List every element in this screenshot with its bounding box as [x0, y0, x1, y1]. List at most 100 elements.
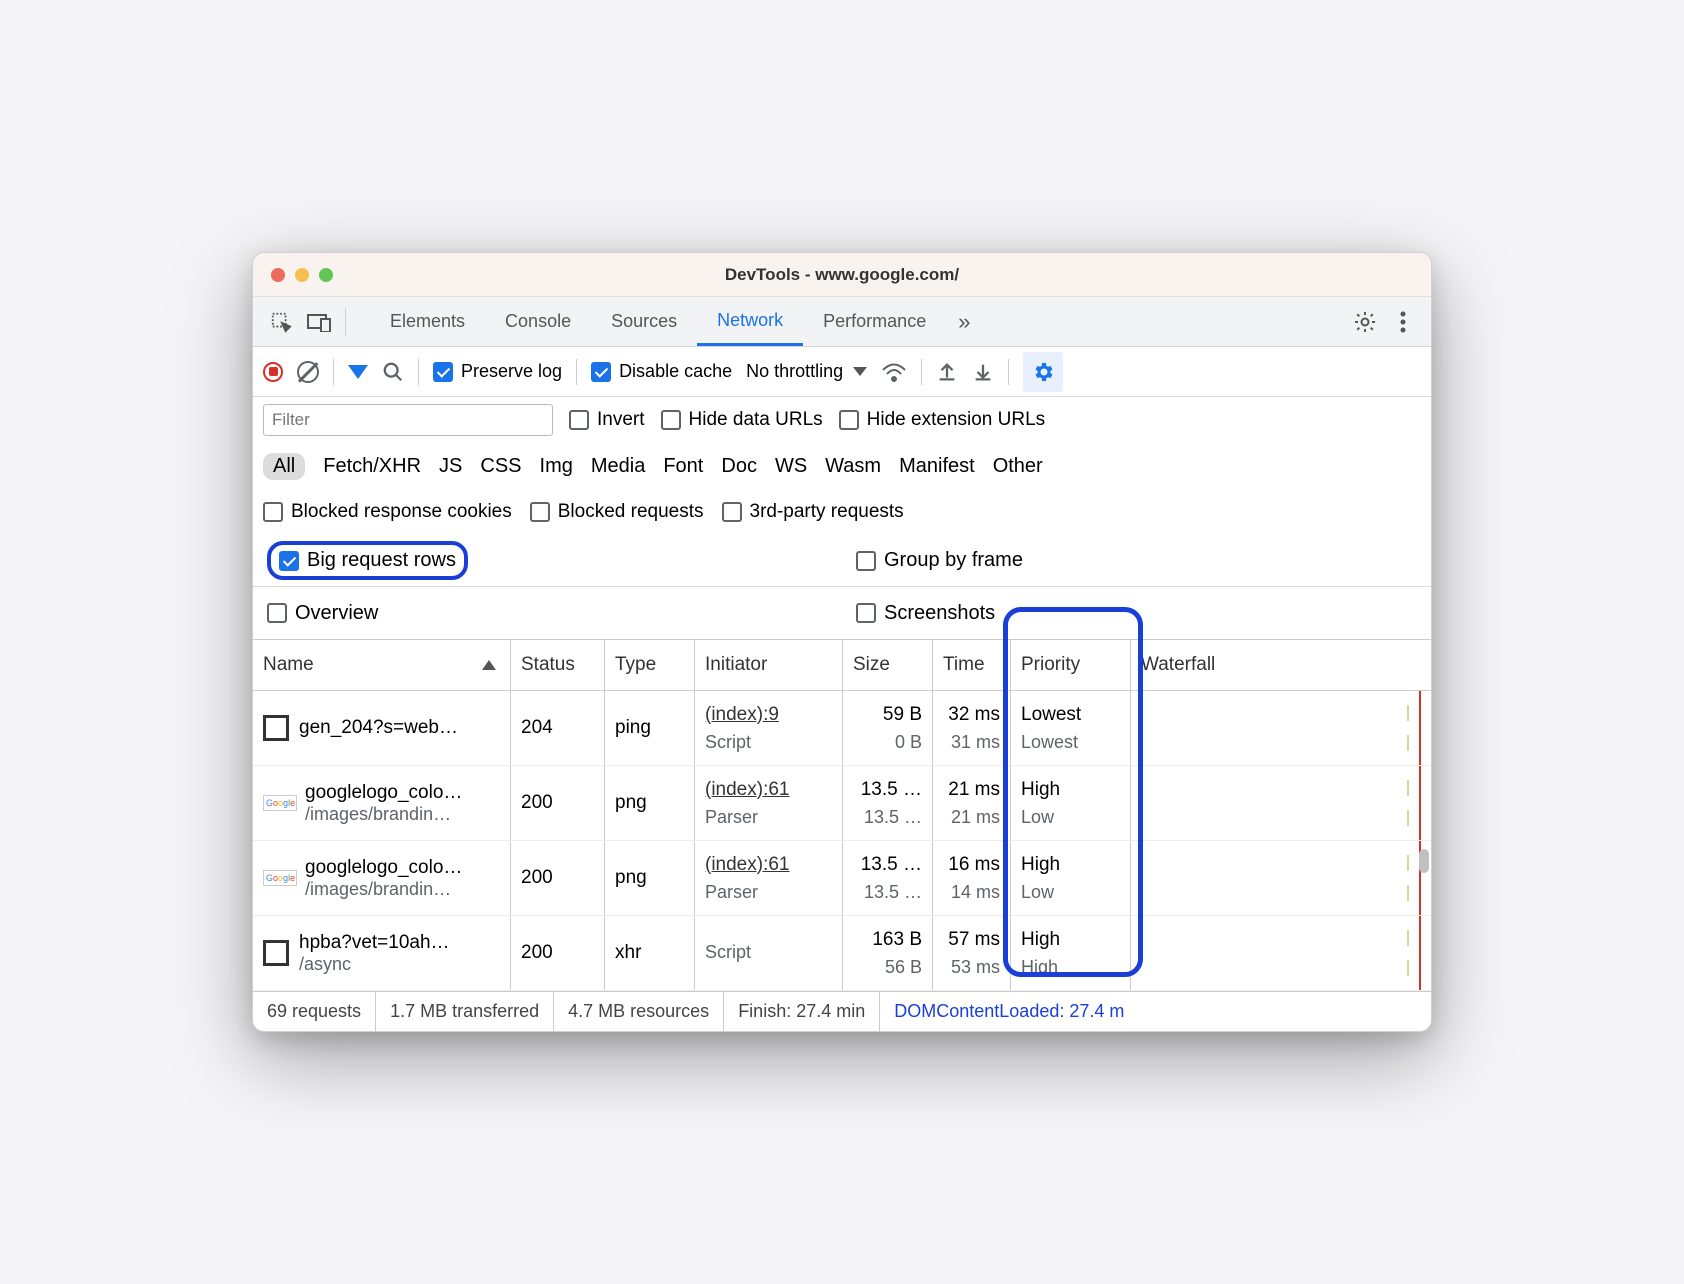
separator — [333, 359, 334, 385]
col-header-waterfall[interactable]: Waterfall — [1131, 640, 1431, 690]
preserve-log-checkbox[interactable]: Preserve log — [433, 361, 562, 382]
preserve-log-label: Preserve log — [461, 361, 562, 382]
google-favicon: Google — [263, 795, 297, 811]
disable-cache-checkbox[interactable]: Disable cache — [591, 361, 732, 382]
search-icon[interactable] — [382, 361, 404, 383]
hide-extension-urls-checkbox[interactable]: Hide extension URLs — [839, 409, 1045, 431]
third-party-label: 3rd-party requests — [750, 501, 904, 523]
type-filter-doc[interactable]: Doc — [721, 455, 757, 478]
filter-toggle-icon[interactable] — [348, 365, 368, 379]
cell-waterfall — [1131, 916, 1431, 990]
type-filter-fetch-xhr[interactable]: Fetch/XHR — [323, 455, 421, 478]
disable-cache-label: Disable cache — [619, 361, 732, 382]
screenshots-checkbox[interactable]: Screenshots — [856, 602, 995, 625]
request-path: /images/brandin… — [305, 879, 462, 900]
request-name: googlelogo_colo… — [305, 857, 462, 879]
status-transferred: 1.7 MB transferred — [376, 992, 554, 1031]
type-filter-ws[interactable]: WS — [775, 455, 807, 478]
invert-checkbox[interactable]: Invert — [569, 409, 645, 431]
col-header-status[interactable]: Status — [511, 640, 605, 690]
settings-row-1: Big request rows Group by frame — [253, 535, 1431, 587]
separator — [345, 308, 346, 336]
third-party-checkbox[interactable]: 3rd-party requests — [722, 501, 904, 523]
col-header-size[interactable]: Size — [843, 640, 933, 690]
import-har-icon[interactable] — [972, 361, 994, 383]
tab-console[interactable]: Console — [485, 297, 591, 346]
screenshots-label: Screenshots — [884, 602, 995, 625]
hide-extension-urls-label: Hide extension URLs — [867, 409, 1045, 431]
col-header-initiator[interactable]: Initiator — [695, 640, 843, 690]
network-toolbar: Preserve log Disable cache No throttling — [253, 347, 1431, 397]
cell-status: 200 — [511, 766, 605, 840]
hide-data-urls-checkbox[interactable]: Hide data URLs — [661, 409, 823, 431]
more-tabs-button[interactable]: » — [948, 309, 980, 335]
cell-time: 57 ms53 ms — [933, 916, 1011, 990]
cell-size: 163 B56 B — [843, 916, 933, 990]
table-header: Name Status Type Initiator Size Time Pri… — [253, 639, 1431, 691]
device-toolbar-icon[interactable] — [301, 304, 337, 340]
cell-initiator[interactable]: (index):61Parser — [695, 766, 843, 840]
network-settings-icon[interactable] — [1023, 352, 1063, 392]
throttling-dropdown[interactable]: No throttling — [746, 361, 867, 382]
tab-sources[interactable]: Sources — [591, 297, 697, 346]
blocked-requests-checkbox[interactable]: Blocked requests — [530, 501, 704, 523]
type-filter-css[interactable]: CSS — [480, 455, 521, 478]
tab-elements[interactable]: Elements — [370, 297, 485, 346]
google-favicon: Google — [263, 870, 297, 886]
group-by-frame-checkbox[interactable]: Group by frame — [856, 549, 1023, 572]
record-button[interactable] — [263, 362, 283, 382]
table-row[interactable]: gen_204?s=web…204ping(index):9Script59 B… — [253, 691, 1431, 766]
blocked-cookies-label: Blocked response cookies — [291, 501, 512, 523]
cell-size: 13.5 …13.5 … — [843, 766, 933, 840]
filter-input[interactable] — [263, 404, 553, 436]
settings-icon[interactable] — [1347, 304, 1383, 340]
big-request-rows-highlight: Big request rows — [267, 541, 468, 581]
checkbox-icon — [591, 362, 611, 382]
cell-waterfall — [1131, 841, 1431, 915]
type-filter-media[interactable]: Media — [591, 455, 645, 478]
export-har-icon[interactable] — [936, 361, 958, 383]
table-row[interactable]: Googlegooglelogo_colo…/images/brandin…20… — [253, 841, 1431, 916]
big-request-rows-checkbox[interactable]: Big request rows — [279, 549, 456, 572]
network-conditions-icon[interactable] — [881, 361, 907, 383]
type-filter-font[interactable]: Font — [663, 455, 703, 478]
inspect-element-icon[interactable] — [263, 304, 299, 340]
status-dcl: DOMContentLoaded: 27.4 m — [880, 992, 1431, 1031]
col-header-name[interactable]: Name — [253, 640, 511, 690]
titlebar: DevTools - www.google.com/ — [253, 253, 1431, 297]
cell-initiator[interactable]: Script — [695, 916, 843, 990]
kebab-menu-icon[interactable] — [1385, 304, 1421, 340]
cell-initiator[interactable]: (index):9Script — [695, 691, 843, 765]
cell-type: png — [605, 766, 695, 840]
col-header-type[interactable]: Type — [605, 640, 695, 690]
table-row[interactable]: hpba?vet=10ah…/async200xhrScript163 B56 … — [253, 916, 1431, 991]
sort-ascending-icon — [482, 660, 496, 670]
checkbox-icon — [569, 410, 589, 430]
group-by-frame-label: Group by frame — [884, 549, 1023, 572]
checkbox-icon — [263, 502, 283, 522]
checkbox-icon — [856, 603, 876, 623]
hide-data-urls-label: Hide data URLs — [689, 409, 823, 431]
type-filter-img[interactable]: Img — [540, 455, 573, 478]
checkbox-icon — [530, 502, 550, 522]
checkbox-icon — [722, 502, 742, 522]
type-filter-wasm[interactable]: Wasm — [825, 455, 881, 478]
panel-tabs: ElementsConsoleSourcesNetworkPerformance — [370, 297, 946, 346]
cell-waterfall — [1131, 766, 1431, 840]
invert-label: Invert — [597, 409, 645, 431]
clear-button[interactable] — [297, 361, 319, 383]
type-filter-js[interactable]: JS — [439, 455, 462, 478]
checkbox-icon — [279, 551, 299, 571]
blocked-cookies-checkbox[interactable]: Blocked response cookies — [263, 501, 512, 523]
overview-checkbox[interactable]: Overview — [267, 602, 378, 625]
tab-performance[interactable]: Performance — [803, 297, 946, 346]
col-header-time[interactable]: Time — [933, 640, 1011, 690]
cell-initiator[interactable]: (index):61Parser — [695, 841, 843, 915]
type-filter-manifest[interactable]: Manifest — [899, 455, 975, 478]
scrollbar-thumb[interactable] — [1419, 849, 1429, 873]
tab-network[interactable]: Network — [697, 297, 803, 346]
type-filter-all[interactable]: All — [263, 453, 305, 480]
table-row[interactable]: Googlegooglelogo_colo…/images/brandin…20… — [253, 766, 1431, 841]
type-filter-other[interactable]: Other — [993, 455, 1043, 478]
col-header-priority[interactable]: Priority — [1011, 640, 1131, 690]
